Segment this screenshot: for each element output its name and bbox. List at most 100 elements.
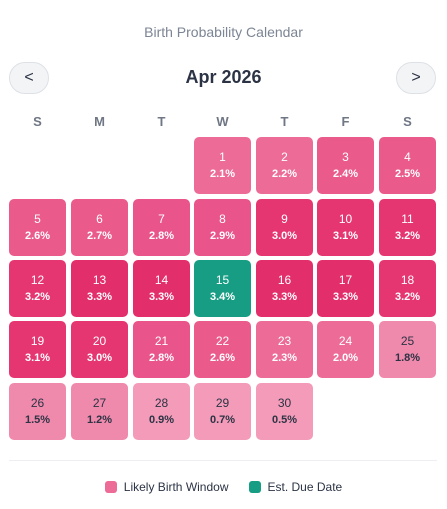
day-probability: 3.2% [394, 230, 421, 242]
day-cell[interactable]: 6 2.7% [71, 199, 128, 256]
day-probability: 3.2% [394, 291, 421, 303]
weekday-mon: M [94, 114, 105, 129]
day-probability: 0.5% [271, 414, 298, 426]
chevron-left-icon: < [24, 69, 34, 86]
day-number: 12 [30, 273, 45, 287]
day-cell[interactable]: 18 3.2% [379, 260, 436, 317]
day-cell[interactable]: 26 1.5% [9, 383, 66, 440]
day-number: 14 [154, 273, 169, 287]
day-probability: 3.4% [209, 291, 236, 303]
day-cell[interactable]: 28 0.9% [133, 383, 190, 440]
weekday-sat: S [403, 114, 412, 129]
calendar-title: Birth Probability Calendar [144, 24, 303, 40]
day-number: 8 [219, 212, 226, 226]
day-number: 6 [96, 212, 103, 226]
day-cell[interactable]: 22 2.6% [194, 321, 251, 378]
weekday-thu: T [280, 114, 289, 129]
day-probability: 2.5% [394, 168, 421, 180]
day-cell[interactable]: 5 2.6% [9, 199, 66, 256]
day-cell[interactable]: 21 2.8% [133, 321, 190, 378]
birth-window-swatch [104, 481, 117, 493]
day-probability: 3.2% [24, 291, 51, 303]
day-number: 20 [92, 334, 107, 348]
day-probability: 3.0% [86, 352, 113, 364]
day-number: 16 [277, 273, 292, 287]
day-number: 10 [338, 212, 353, 226]
day-cell[interactable]: 20 3.0% [71, 321, 128, 378]
day-probability: 1.5% [24, 414, 51, 426]
day-cell[interactable]: 2 2.2% [256, 137, 313, 194]
legend-item-birth-window: Likely Birth Window [104, 480, 229, 494]
day-cell[interactable]: 8 2.9% [194, 199, 251, 256]
day-cell[interactable]: 9 3.0% [256, 199, 313, 256]
day-number: 23 [277, 334, 292, 348]
day-cell[interactable]: 27 1.2% [71, 383, 128, 440]
day-cell[interactable]: 17 3.3% [317, 260, 374, 317]
day-probability: 3.3% [148, 291, 175, 303]
legend-divider [9, 460, 437, 461]
day-number: 4 [404, 150, 411, 164]
day-probability: 1.2% [86, 414, 113, 426]
day-number: 13 [92, 273, 107, 287]
day-cell[interactable]: 10 3.1% [317, 199, 374, 256]
day-probability: 3.3% [271, 291, 298, 303]
day-number: 1 [219, 150, 226, 164]
prev-month-button[interactable]: < [9, 62, 49, 94]
day-number: 22 [215, 334, 230, 348]
day-cell[interactable]: 1 2.1% [194, 137, 251, 194]
day-probability: 3.0% [271, 230, 298, 242]
day-cell[interactable]: 14 3.3% [133, 260, 190, 317]
weekday-header: S M T W T F S [0, 114, 447, 132]
day-number: 11 [401, 212, 414, 226]
day-probability: 3.3% [86, 291, 113, 303]
day-number: 29 [215, 396, 230, 410]
day-cell[interactable]: 16 3.3% [256, 260, 313, 317]
day-number: 21 [154, 334, 169, 348]
day-cell[interactable]: 15 3.4% [194, 260, 251, 317]
day-probability: 2.9% [209, 230, 236, 242]
day-probability: 2.6% [24, 230, 51, 242]
day-number: 24 [338, 334, 353, 348]
day-cell[interactable]: 11 3.2% [379, 199, 436, 256]
due-date-swatch [248, 481, 261, 493]
day-number: 3 [342, 150, 349, 164]
day-probability: 3.3% [332, 291, 359, 303]
next-month-button[interactable]: > [396, 62, 436, 94]
day-cell[interactable]: 7 2.8% [133, 199, 190, 256]
day-number: 15 [215, 273, 230, 287]
day-number: 18 [400, 273, 415, 287]
day-probability: 1.8% [394, 352, 421, 364]
day-cell[interactable]: 12 3.2% [9, 260, 66, 317]
day-cell[interactable]: 4 2.5% [379, 137, 436, 194]
day-cell[interactable]: 3 2.4% [317, 137, 374, 194]
day-cell[interactable]: 25 1.8% [379, 321, 436, 378]
weekday-tue: T [157, 114, 166, 129]
weekday-wed: W [216, 114, 229, 129]
day-probability: 3.1% [24, 352, 51, 364]
day-probability: 3.1% [332, 230, 359, 242]
day-number: 9 [281, 212, 288, 226]
legend-item-due-date: Est. Due Date [248, 480, 342, 494]
day-cell[interactable]: 13 3.3% [71, 260, 128, 317]
legend-label-birth-window: Likely Birth Window [123, 480, 229, 494]
day-cell[interactable]: 29 0.7% [194, 383, 251, 440]
month-label: Apr 2026 [185, 67, 262, 87]
day-probability: 2.2% [271, 168, 298, 180]
day-number: 28 [154, 396, 169, 410]
day-number: 25 [400, 334, 415, 348]
day-probability: 2.3% [271, 352, 298, 364]
day-cell[interactable]: 30 0.5% [256, 383, 313, 440]
legend: Likely Birth Window Est. Due Date [0, 480, 447, 494]
weekday-sun: S [33, 114, 42, 129]
day-number: 17 [338, 273, 353, 287]
chevron-right-icon: > [411, 69, 421, 86]
day-number: 19 [30, 334, 45, 348]
day-probability: 0.7% [209, 414, 236, 426]
day-cell[interactable]: 23 2.3% [256, 321, 313, 378]
day-number: 5 [34, 212, 41, 226]
day-number: 7 [158, 212, 165, 226]
day-probability: 2.0% [332, 352, 359, 364]
day-cell[interactable]: 19 3.1% [9, 321, 66, 378]
day-number: 2 [281, 150, 288, 164]
day-cell[interactable]: 24 2.0% [317, 321, 374, 378]
